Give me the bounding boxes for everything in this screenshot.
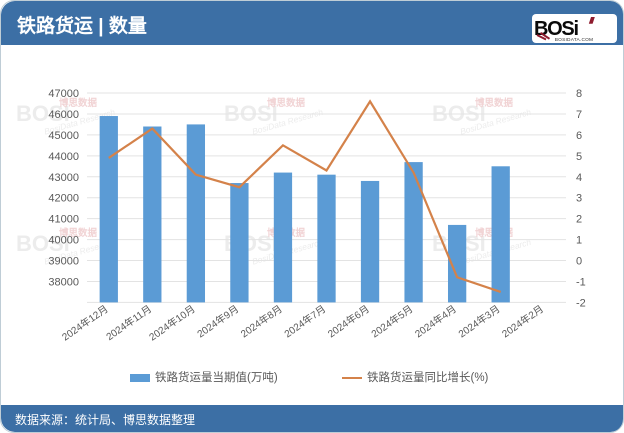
svg-text:BOSIDATA.COM: BOSIDATA.COM <box>555 37 593 43</box>
svg-text:47000: 47000 <box>48 88 79 100</box>
svg-text:4: 4 <box>576 172 582 184</box>
svg-text:41000: 41000 <box>48 214 79 226</box>
svg-text:45000: 45000 <box>48 130 79 142</box>
svg-text:-1: -1 <box>576 276 586 288</box>
svg-text:42000: 42000 <box>48 193 79 205</box>
svg-text:38000: 38000 <box>48 276 79 288</box>
svg-text:3: 3 <box>576 193 582 205</box>
svg-text:8: 8 <box>576 88 582 100</box>
svg-text:40000: 40000 <box>48 235 79 247</box>
svg-text:0: 0 <box>576 256 582 268</box>
svg-text:2: 2 <box>576 214 582 226</box>
svg-text:43000: 43000 <box>48 172 79 184</box>
svg-text:46000: 46000 <box>48 109 79 121</box>
svg-text:7: 7 <box>576 109 582 121</box>
svg-text:1: 1 <box>576 235 582 247</box>
svg-text:44000: 44000 <box>48 151 79 163</box>
svg-text:-2: -2 <box>576 297 586 309</box>
svg-text:5: 5 <box>576 151 582 163</box>
svg-text:6: 6 <box>576 130 582 142</box>
svg-text:39000: 39000 <box>48 256 79 268</box>
